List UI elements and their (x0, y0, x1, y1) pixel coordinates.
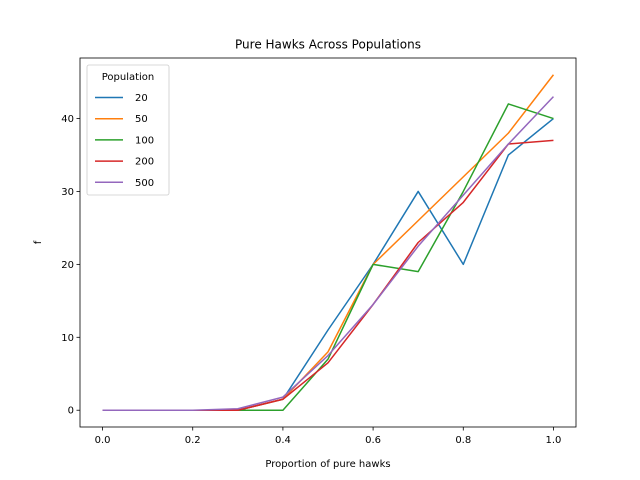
legend-title: Population (102, 72, 155, 83)
x-tick-label: 0.2 (185, 435, 201, 446)
y-axis-ticks: 0 10 20 30 40 (61, 114, 80, 417)
legend-label-20: 20 (135, 93, 148, 104)
x-tick-label: 0.6 (365, 435, 381, 446)
legend-label-500: 500 (135, 178, 154, 189)
legend: Population 20 50 100 200 500 (86, 64, 170, 196)
y-tick-label: 0 (68, 406, 74, 417)
y-axis-label: f (33, 240, 44, 244)
y-tick-label: 30 (61, 187, 74, 198)
series-line-500 (102, 96, 554, 411)
x-axis-label: Proportion of pure hawks (265, 459, 390, 470)
x-tick-label: 0.8 (455, 435, 471, 446)
legend-label-200: 200 (135, 157, 154, 168)
legend-label-100: 100 (135, 135, 154, 146)
x-tick-label: 0.0 (95, 435, 111, 446)
plot-frame (79, 57, 577, 428)
x-tick-label: 0.4 (275, 435, 291, 446)
x-tick-label: 1.0 (546, 435, 562, 446)
y-tick-label: 10 (61, 333, 74, 344)
legend-items: 20 50 100 200 500 (95, 93, 154, 189)
plot-lines (102, 74, 555, 411)
chart-title: Pure Hawks Across Populations (235, 38, 421, 52)
legend-box (86, 64, 170, 196)
y-tick-label: 20 (61, 260, 74, 271)
legend-label-50: 50 (135, 114, 148, 125)
x-axis-ticks: 0.0 0.2 0.4 0.6 0.8 1.0 (95, 427, 562, 446)
y-tick-label: 40 (61, 114, 74, 125)
